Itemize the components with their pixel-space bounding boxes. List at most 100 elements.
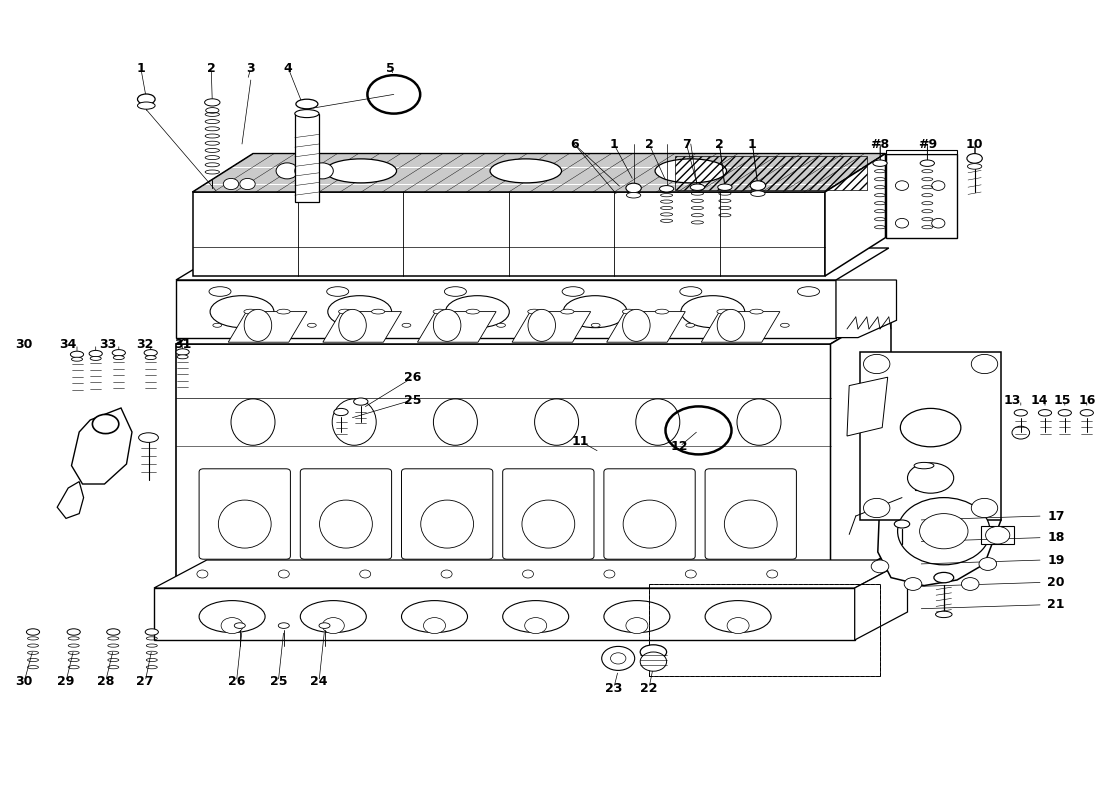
- Circle shape: [604, 570, 615, 578]
- Ellipse shape: [218, 500, 271, 548]
- Ellipse shape: [623, 500, 675, 548]
- Text: 4: 4: [284, 62, 293, 74]
- Text: 1: 1: [609, 138, 618, 150]
- Ellipse shape: [72, 357, 82, 362]
- Circle shape: [424, 618, 446, 634]
- Ellipse shape: [935, 611, 952, 618]
- FancyBboxPatch shape: [199, 469, 290, 559]
- Ellipse shape: [295, 110, 319, 118]
- Ellipse shape: [636, 399, 680, 446]
- Text: 12: 12: [671, 440, 689, 453]
- Polygon shape: [176, 308, 891, 344]
- Ellipse shape: [656, 309, 669, 314]
- Ellipse shape: [901, 408, 961, 446]
- Ellipse shape: [177, 354, 188, 358]
- Ellipse shape: [781, 323, 790, 327]
- Text: 2: 2: [207, 62, 216, 74]
- Ellipse shape: [522, 500, 574, 548]
- Circle shape: [276, 163, 298, 179]
- Circle shape: [932, 181, 945, 190]
- Ellipse shape: [680, 286, 702, 296]
- Text: 13: 13: [1003, 394, 1021, 406]
- Circle shape: [278, 570, 289, 578]
- Circle shape: [1012, 426, 1030, 439]
- Ellipse shape: [561, 309, 574, 314]
- Ellipse shape: [798, 286, 820, 296]
- Ellipse shape: [307, 323, 316, 327]
- Ellipse shape: [1014, 410, 1027, 416]
- Ellipse shape: [503, 601, 569, 633]
- Ellipse shape: [967, 154, 982, 163]
- Ellipse shape: [112, 350, 125, 356]
- Text: 26: 26: [404, 371, 421, 384]
- Polygon shape: [847, 378, 888, 436]
- Polygon shape: [836, 280, 896, 338]
- FancyBboxPatch shape: [402, 469, 493, 559]
- Circle shape: [727, 618, 749, 634]
- Ellipse shape: [209, 286, 231, 296]
- Ellipse shape: [737, 399, 781, 446]
- Ellipse shape: [420, 500, 473, 548]
- Ellipse shape: [660, 186, 673, 192]
- FancyBboxPatch shape: [604, 469, 695, 559]
- Circle shape: [961, 578, 979, 590]
- Circle shape: [864, 354, 890, 374]
- Ellipse shape: [139, 433, 158, 442]
- Text: 16: 16: [1078, 394, 1096, 406]
- Circle shape: [895, 181, 909, 190]
- Text: spares: spares: [473, 310, 671, 362]
- Bar: [649, 584, 880, 676]
- Ellipse shape: [145, 355, 156, 359]
- Ellipse shape: [26, 629, 40, 635]
- Text: 11: 11: [572, 435, 590, 448]
- Ellipse shape: [562, 286, 584, 296]
- Bar: [295, 114, 319, 202]
- Ellipse shape: [750, 191, 766, 196]
- Ellipse shape: [528, 309, 541, 314]
- Circle shape: [522, 570, 534, 578]
- Text: 30: 30: [15, 675, 33, 688]
- Circle shape: [640, 652, 667, 671]
- Ellipse shape: [319, 622, 330, 629]
- Ellipse shape: [234, 622, 245, 629]
- Bar: [176, 344, 830, 588]
- Bar: [886, 154, 957, 238]
- Ellipse shape: [705, 601, 771, 633]
- Ellipse shape: [626, 183, 641, 193]
- Text: 34: 34: [59, 338, 77, 350]
- Ellipse shape: [535, 399, 579, 446]
- Text: 2: 2: [715, 138, 724, 150]
- Text: #9: #9: [917, 138, 937, 150]
- Ellipse shape: [354, 398, 367, 406]
- Ellipse shape: [433, 399, 477, 446]
- Ellipse shape: [717, 309, 730, 314]
- Ellipse shape: [332, 399, 376, 446]
- Polygon shape: [57, 482, 84, 518]
- Ellipse shape: [278, 622, 289, 629]
- Text: 23: 23: [605, 682, 623, 694]
- Bar: [915, 466, 933, 490]
- Circle shape: [322, 618, 344, 634]
- Text: 24: 24: [310, 675, 328, 688]
- Circle shape: [979, 558, 997, 570]
- Ellipse shape: [604, 601, 670, 633]
- Text: 14: 14: [1031, 394, 1048, 406]
- Ellipse shape: [490, 159, 561, 183]
- Ellipse shape: [372, 309, 385, 314]
- Text: 21: 21: [1047, 598, 1065, 611]
- Text: 22: 22: [640, 682, 658, 694]
- Bar: [176, 280, 836, 338]
- Ellipse shape: [107, 629, 120, 635]
- Circle shape: [221, 618, 243, 634]
- Text: 2: 2: [645, 138, 653, 150]
- Circle shape: [685, 570, 696, 578]
- Ellipse shape: [70, 351, 84, 358]
- Ellipse shape: [328, 296, 392, 328]
- Text: 26: 26: [228, 675, 245, 688]
- Circle shape: [895, 218, 909, 228]
- Ellipse shape: [894, 520, 910, 528]
- FancyBboxPatch shape: [503, 469, 594, 559]
- Ellipse shape: [968, 163, 981, 169]
- Circle shape: [295, 163, 317, 179]
- Circle shape: [864, 498, 890, 518]
